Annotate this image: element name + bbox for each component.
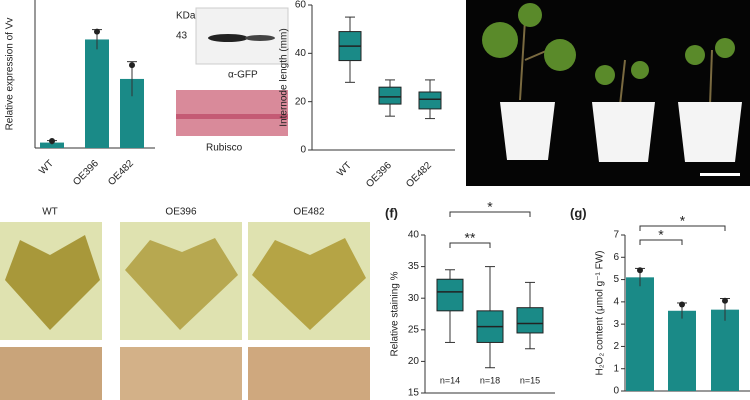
panel-label: (g): [570, 205, 587, 220]
box: [436, 278, 464, 312]
box: [516, 307, 544, 334]
y-axis-label: Relative expression of Vv: [5, 18, 16, 131]
y-tick-label: 6: [613, 252, 619, 263]
y-tick-label: 3: [613, 319, 619, 330]
leaf-label: WT: [42, 207, 58, 218]
y-tick-label: 60: [295, 0, 307, 11]
blot-loading: Rubisco: [206, 143, 243, 154]
blot-antibody: α-GFP: [228, 70, 258, 81]
data-point: [129, 62, 135, 69]
y-tick-label: 5: [613, 274, 619, 285]
x-tick-label: OE396: [71, 158, 101, 188]
band: [245, 35, 275, 41]
x-tick-label: OE482: [404, 160, 434, 190]
n-label: n=15: [520, 375, 540, 385]
sig-bracket: [639, 225, 726, 231]
y-tick-label: 4: [613, 296, 619, 307]
n-label: n=14: [440, 375, 460, 385]
n-label: n=18: [480, 375, 500, 385]
y-axis-label: Internode length (mm): [279, 28, 290, 126]
sig-label: **: [465, 230, 476, 246]
data-point: [94, 28, 100, 35]
y-tick-label: 40: [295, 48, 307, 59]
x-tick-label: OE396: [364, 160, 394, 190]
bar: [668, 310, 696, 391]
bar: [85, 39, 109, 148]
y-tick-label: 25: [408, 324, 420, 335]
y-tick-label: 7: [613, 230, 619, 241]
data-point: [679, 301, 685, 308]
y-tick-label: 20: [408, 356, 420, 367]
data-point: [637, 267, 643, 274]
box: [418, 91, 442, 110]
band: [208, 34, 248, 42]
leaf-label: OE396: [165, 207, 197, 218]
x-tick-label: OE482: [106, 158, 136, 188]
y-tick-label: 2: [613, 341, 619, 352]
y-tick-label: 20: [295, 96, 307, 107]
y-tick-label: 1: [613, 363, 619, 374]
bar: [711, 309, 739, 391]
x-tick-label: WT: [335, 160, 354, 179]
y-tick-label: 0: [613, 386, 619, 397]
leaf-label: OE482: [293, 207, 325, 218]
band: [176, 114, 288, 119]
blot-marker: 43: [176, 31, 188, 42]
blot-rubisco: [176, 90, 288, 136]
sig-bracket: [639, 239, 683, 245]
sig-bracket: [449, 242, 491, 248]
plants: [482, 3, 735, 106]
blot-units: KDa: [176, 11, 196, 22]
sig-label: *: [658, 227, 664, 243]
box: [378, 86, 402, 105]
sig-label: *: [680, 213, 686, 229]
data-point: [722, 297, 728, 304]
y-axis-label: H₂O₂ content (μmol g⁻¹ FW): [595, 251, 606, 376]
panel-label: (f): [385, 205, 398, 220]
scale-bar: [700, 173, 740, 176]
bar: [626, 277, 654, 391]
y-tick-label: 15: [408, 388, 420, 399]
pots: [500, 102, 742, 162]
bar: [40, 142, 64, 148]
sig-bracket: [449, 211, 531, 217]
data-point: [49, 137, 55, 144]
leaf-photos: [0, 222, 370, 400]
y-tick-label: 30: [408, 293, 420, 304]
x-tick-label: WT: [37, 158, 56, 177]
y-tick-label: 35: [408, 261, 420, 272]
sig-label: *: [487, 199, 493, 215]
y-tick-label: 40: [408, 230, 420, 241]
y-tick-label: 0: [300, 145, 306, 156]
y-axis-label: Relative staining %: [390, 271, 401, 356]
